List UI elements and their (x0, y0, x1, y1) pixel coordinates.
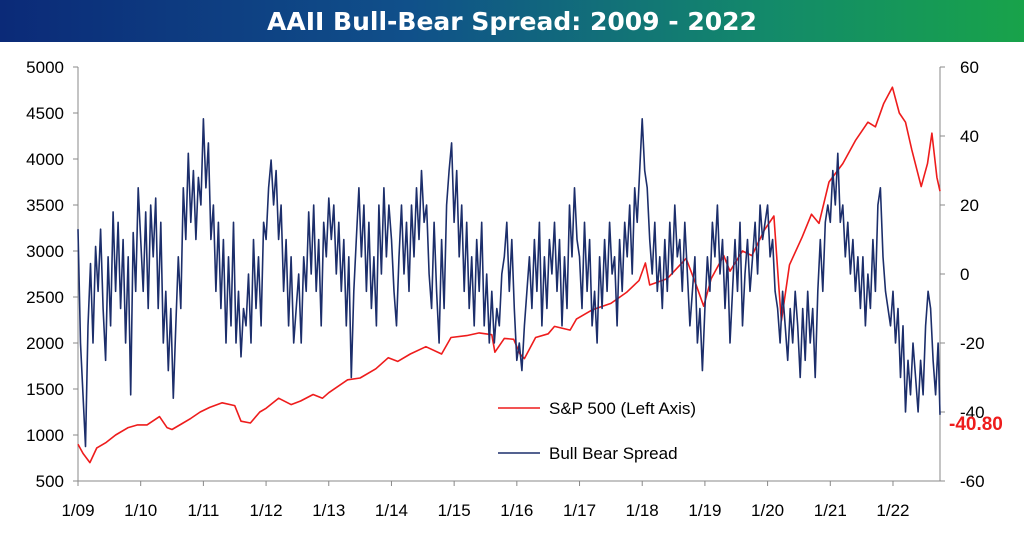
left-tick-label: 500 (36, 472, 64, 491)
legend-label: Bull Bear Spread (549, 444, 678, 463)
left-tick-label: 2500 (26, 288, 64, 307)
x-tick-label: 1/18 (626, 501, 659, 520)
left-tick-label: 1000 (26, 426, 64, 445)
bull-bear-spread-series-line (77, 118, 941, 448)
x-tick-label: 1/19 (688, 501, 721, 520)
left-tick-label: 2000 (26, 334, 64, 353)
left-tick-label: 4500 (26, 104, 64, 123)
right-tick-label: 40 (960, 127, 979, 146)
legend: S&P 500 (Left Axis) Bull Bear Spread (498, 399, 696, 463)
x-tick-label: 1/11 (187, 501, 219, 520)
left-tick-label: 1500 (26, 380, 64, 399)
left-tick-label: 3500 (26, 196, 64, 215)
chart-title: AAII Bull-Bear Spread: 2009 - 2022 (0, 0, 1024, 42)
legend-label: S&P 500 (Left Axis) (549, 399, 696, 418)
x-tick-label: 1/21 (814, 501, 847, 520)
right-tick-label: -20 (960, 334, 985, 353)
x-tick-label: 1/10 (124, 501, 157, 520)
x-tick-label: 1/17 (563, 501, 596, 520)
x-tick-label: 1/14 (375, 501, 408, 520)
left-tick-label: 5000 (26, 58, 64, 77)
axes-group: 500 1000 1500 2000 2500 3000 3500 4000 4500 5000 6… (26, 58, 984, 520)
x-tick-label: 1/13 (312, 501, 345, 520)
x-tick-label: 1/20 (751, 501, 784, 520)
right-tick-label: 20 (960, 196, 979, 215)
x-tick-label: 1/15 (438, 501, 471, 520)
x-tick-label: 1/16 (500, 501, 533, 520)
last-value-label: -40.80 (949, 414, 1003, 435)
x-tick-label: 1/22 (876, 501, 909, 520)
x-tick-label: 1/12 (250, 501, 283, 520)
series-layer (77, 86, 941, 464)
left-tick-label: 4000 (26, 150, 64, 169)
x-tick-label: 1/09 (61, 501, 94, 520)
right-tick-label: -60 (960, 472, 985, 491)
right-tick-label: 60 (960, 58, 979, 77)
right-tick-label: -40 (960, 403, 985, 422)
labels-layer: -40.80 (949, 414, 1003, 435)
left-tick-label: 3000 (26, 242, 64, 261)
right-tick-label: 0 (960, 265, 969, 284)
